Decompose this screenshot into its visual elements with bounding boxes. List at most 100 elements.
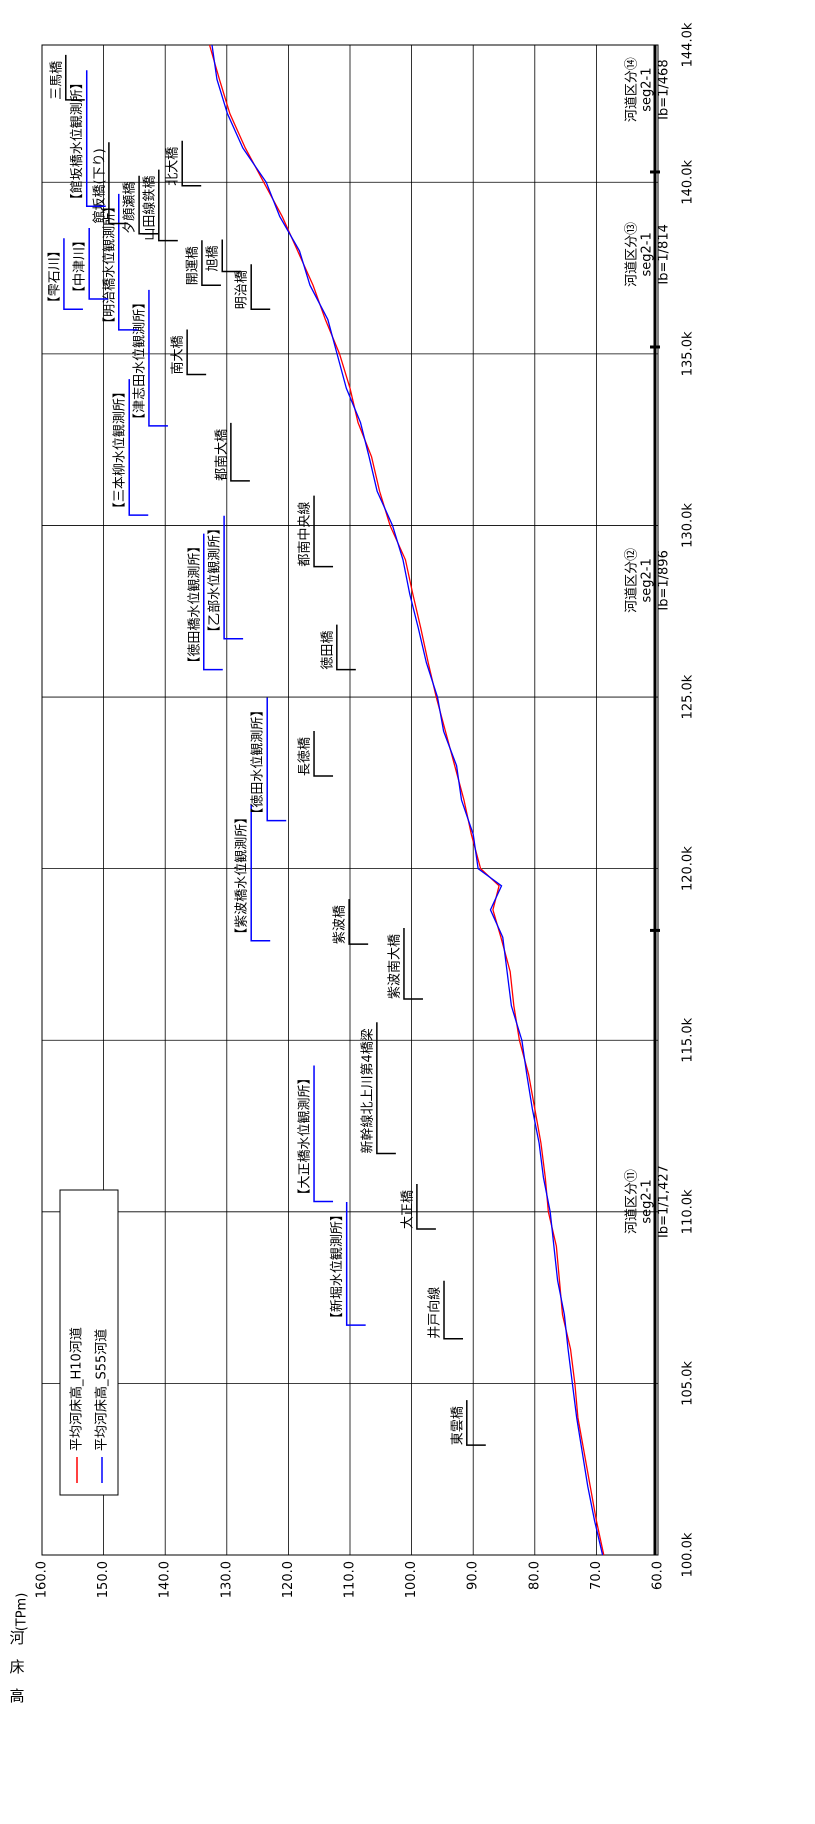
annotation: 【徳田橋水位観測所】 [187, 540, 202, 670]
annotation-leader [348, 899, 369, 945]
y-unit: (TPm) [15, 1593, 30, 1632]
annotation-leader [63, 238, 83, 310]
annotation-leader [186, 329, 207, 376]
annotation: 紫波南大橋 [386, 934, 402, 999]
section-ib: Ib=1/814 [657, 224, 672, 284]
y-tick-label: 120.0 [281, 1561, 296, 1598]
x-tick-label: 140.0k [681, 159, 696, 204]
plot-frame [41, 44, 659, 1556]
section-label: 河道区分⑪ [625, 1169, 640, 1234]
annotation-leader [313, 730, 334, 777]
x-tick-label: 115.0k [681, 1017, 696, 1062]
y-tick-label: 110.0 [343, 1561, 358, 1598]
annotation: 【乙部水位観測所】 [208, 522, 223, 639]
y-tick-label: 60.0 [651, 1561, 666, 1590]
annotation-leader [148, 289, 168, 427]
y-tick-label: 90.0 [466, 1561, 481, 1590]
annotation: 長徳橋 [298, 737, 313, 776]
annotation-leader [250, 804, 271, 942]
x-tick-label: 130.0k [681, 503, 696, 548]
x-tick-label: 125.0k [681, 674, 696, 719]
annotation: 【紫波橋水位観測所】 [235, 811, 250, 941]
annotation-leader [376, 1022, 396, 1155]
annotation-leader [403, 928, 423, 1000]
x-tick-label: 105.0k [681, 1361, 696, 1406]
y-tick-label: 130.0 [219, 1561, 234, 1598]
annotation: 夕顔瀬橋 [123, 182, 138, 234]
y-tick-label: 100.0 [404, 1561, 419, 1598]
annotation: 【新堀水位観測所】 [329, 1208, 345, 1325]
annotation-leader [313, 495, 334, 568]
legend-box [59, 1189, 119, 1496]
annotation: 井戸向線 [427, 1287, 443, 1339]
annotation: 【明治橋水位観測所】 [102, 200, 117, 330]
annotation-leader [443, 1280, 464, 1340]
annotation-leader [128, 379, 149, 516]
annotation-leader [466, 1400, 486, 1446]
annotation-leader [118, 193, 138, 331]
annotation: 大正橋 [400, 1190, 415, 1229]
y-tick-label: 150.0 [96, 1561, 111, 1598]
annotation: 明治橋 [235, 270, 250, 309]
annotation: 新幹線北上川第4橋梁 [359, 1028, 375, 1153]
annotation-leader [65, 54, 85, 101]
annotation: 館坂橋(下り) [92, 148, 107, 223]
annotation-leader [230, 422, 250, 482]
annotation-leader [88, 227, 109, 300]
annotation: 【雫石川】 [47, 244, 62, 309]
section-label: 河道区分⑫ [625, 548, 640, 613]
annotation-leader [203, 533, 223, 671]
annotation: 山田線鉄橋 [141, 176, 157, 241]
plot: 60.0 70.0 80.0 90.0 100.0 110.0 120.0 130.0 140.… [35, 22, 696, 1598]
annotation-leader [138, 175, 159, 235]
annotation: 都南大橋 [213, 429, 229, 481]
annotation: 旭橋 [206, 245, 221, 271]
section-label: 河道区分⑭ [625, 57, 640, 122]
x-tick-label: 144.0k [681, 22, 696, 67]
annotation: 東雲橋 [449, 1406, 465, 1445]
y-axis-title: 河床高 [8, 1630, 26, 1717]
section-seg: seg2-1 [640, 67, 655, 111]
annotation: 南大橋 [170, 335, 186, 374]
y-tick-label: 160.0 [35, 1561, 50, 1598]
annotation-leader [345, 1202, 366, 1326]
annotation: 【大正橋水位観測所】 [298, 1072, 313, 1202]
annotation-leader [201, 240, 221, 286]
section-ib: Ib=1/896 [657, 550, 672, 610]
annotation-leader [223, 515, 244, 640]
section-label: 河道区分⑬ [625, 222, 640, 287]
profile-line [208, 44, 605, 1556]
annotation: 都南中央線 [297, 502, 313, 567]
y-tick-label: 70.0 [589, 1561, 604, 1590]
annotation-leader [250, 264, 271, 310]
annotation-leader [416, 1183, 436, 1230]
section-seg: seg2-1 [640, 558, 655, 602]
annotation: 徳田橋 [320, 631, 335, 670]
annotation: 【徳田水位観測所】 [251, 704, 266, 821]
x-tick-label: 120.0k [681, 846, 696, 891]
annotation: 【三本柳水位観測所】 [113, 385, 128, 515]
y-tick-label: 140.0 [158, 1561, 173, 1598]
annotation-leader [266, 697, 287, 822]
x-tick-label: 110.0k [681, 1189, 696, 1234]
y-tick-label: 80.0 [527, 1561, 542, 1590]
annotation: 【中津川】 [73, 234, 88, 299]
x-tick-label: 100.0k [681, 1532, 696, 1577]
legend-label: 平均河床高_S55河道 [94, 1329, 110, 1451]
annotation: 紫波橋 [333, 905, 348, 944]
annotation: 開運橋 [185, 246, 200, 285]
section-seg: seg2-1 [640, 1179, 655, 1223]
annotation-leader [108, 142, 128, 225]
section-ib: Ib=1/468 [657, 59, 672, 119]
annotation-leader [221, 239, 242, 273]
legend-label: 平均河床高_H10河道 [69, 1327, 85, 1451]
section-ib: Ib=1/1,427 [657, 1165, 672, 1238]
annotation: 三馬橋 [49, 61, 64, 100]
x-tick-label: 135.0k [681, 331, 696, 376]
annotation: 【津志田水位観測所】 [132, 296, 147, 426]
annotation-leader [181, 140, 202, 187]
profile-line [211, 44, 604, 1556]
annotation-leader [313, 1065, 334, 1203]
